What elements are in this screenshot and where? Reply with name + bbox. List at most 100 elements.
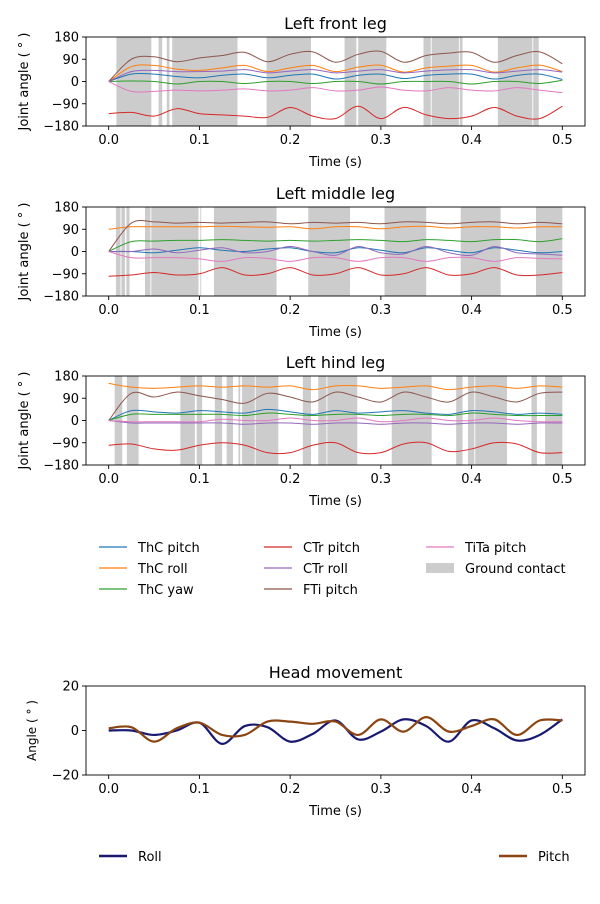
x-tick-label: 0.1 xyxy=(189,303,210,318)
y-tick-label: 0 xyxy=(71,414,79,429)
series-line-ctr-pitch xyxy=(108,267,563,277)
series-line-tita-pitch xyxy=(108,81,563,94)
series-line-thc-pitch xyxy=(108,408,563,421)
legend-swatch xyxy=(426,563,454,573)
y-tick-label: −90 xyxy=(52,436,79,451)
x-tick-label: 0.0 xyxy=(98,782,119,797)
x-axis-label: Time (s) xyxy=(308,325,362,340)
series-line-fti-pitch xyxy=(108,50,563,82)
series-line-roll xyxy=(108,718,563,745)
x-tick-label: 0.4 xyxy=(461,472,482,487)
y-tick-label: 90 xyxy=(62,392,79,407)
ground-contact-span xyxy=(226,376,233,465)
legend-label: CTr roll xyxy=(303,562,348,577)
ground-contact-span xyxy=(126,376,139,465)
ground-contact-span xyxy=(214,376,223,465)
legend-label: FTi pitch xyxy=(303,583,358,598)
legend-label: TiTa pitch xyxy=(464,541,526,556)
y-axis-label: Angle ( ° ) xyxy=(25,700,39,761)
ground-contact-span xyxy=(196,376,203,465)
series-line-thc-yaw xyxy=(108,238,563,252)
legend-item: ThC yaw xyxy=(99,583,194,598)
legend-item: ThC pitch xyxy=(99,541,200,556)
legend-label: Roll xyxy=(138,850,162,865)
y-tick-label: −90 xyxy=(52,97,79,112)
x-tick-label: 0.1 xyxy=(189,472,210,487)
x-tick-label: 0.5 xyxy=(552,782,573,797)
x-axis-label: Time (s) xyxy=(308,155,362,170)
ground-contact-span xyxy=(391,376,432,465)
x-tick-label: 0.5 xyxy=(552,303,573,318)
y-tick-label: 0 xyxy=(71,245,79,260)
y-tick-label: 20 xyxy=(62,680,79,695)
x-tick-label: 0.2 xyxy=(280,782,301,797)
series-line-fti-pitch xyxy=(108,220,563,252)
series-line-tita-pitch xyxy=(108,417,563,423)
legend-item: FTi pitch xyxy=(264,583,358,598)
ground-contact-span xyxy=(459,37,463,126)
series-line-thc-roll xyxy=(108,225,563,230)
x-axis-label: Time (s) xyxy=(308,494,362,509)
x-tick-label: 0.0 xyxy=(98,133,119,148)
y-tick-label: −20 xyxy=(52,769,79,784)
legend-item: Pitch xyxy=(499,850,570,865)
series-line-ctr-roll xyxy=(108,420,563,425)
head-movement-chart: 0.0 0.1 0.2 0.3 0.4 0.5 20 0 −20 Head movement Tim… xyxy=(25,663,586,819)
x-tick-label: 0.4 xyxy=(461,303,482,318)
x-tick-label: 0.4 xyxy=(461,133,482,148)
x-tick-label: 0.1 xyxy=(189,782,210,797)
left-middle-leg-chart: 0.0 0.1 0.2 0.3 0.4 0.5 180 90 0 −90 −180 Left midd… xyxy=(17,184,586,340)
ground-contact-span xyxy=(144,207,151,296)
ground-contact-span xyxy=(533,37,539,126)
ground-contact-span xyxy=(531,376,537,465)
legend-item: CTr pitch xyxy=(264,541,360,556)
ground-contact-span xyxy=(545,376,563,465)
legend-item: TiTa pitch xyxy=(426,541,526,556)
y-tick-label: −90 xyxy=(52,267,79,282)
y-tick-label: −180 xyxy=(43,120,79,135)
series-line-thc-roll xyxy=(108,382,563,391)
y-axis-label: Joint angle ( ° ) xyxy=(17,372,32,471)
y-tick-label: 0 xyxy=(71,75,79,90)
ground-contact-span xyxy=(166,37,170,126)
series-line-ctr-pitch xyxy=(108,441,563,455)
series-line-thc-pitch xyxy=(108,72,563,82)
chart-title: Head movement xyxy=(269,663,402,682)
y-tick-label: −180 xyxy=(43,290,79,305)
ground-contact-span xyxy=(114,376,123,465)
x-tick-label: 0.4 xyxy=(461,782,482,797)
series-line-ctr-roll xyxy=(108,68,563,82)
x-tick-label: 0.0 xyxy=(98,303,119,318)
x-tick-label: 0.3 xyxy=(371,303,392,318)
ground-contact-span xyxy=(200,207,202,296)
legend-item: ThC roll xyxy=(99,562,188,577)
left-front-leg-chart: 0.0 0.1 0.2 0.3 0.4 0.5 180 90 0 −90 −180 Left fron… xyxy=(17,14,586,170)
ground-contact-span xyxy=(180,376,195,465)
y-axis-label: Joint angle ( ° ) xyxy=(17,33,32,132)
x-axis-label: Time (s) xyxy=(308,804,362,819)
x-tick-label: 0.2 xyxy=(280,303,301,318)
x-tick-label: 0.3 xyxy=(371,472,392,487)
series-line-tita-pitch xyxy=(108,251,563,262)
series-line-thc-roll xyxy=(108,64,563,82)
x-tick-label: 0.2 xyxy=(280,133,301,148)
chart-title: Left front leg xyxy=(284,14,387,33)
legend-label: Ground contact xyxy=(465,562,566,577)
x-tick-label: 0.3 xyxy=(371,782,392,797)
chart-title: Left hind leg xyxy=(286,353,386,372)
ground-contact-span xyxy=(475,376,507,465)
x-tick-label: 0.1 xyxy=(189,133,210,148)
series-line-pitch xyxy=(108,716,563,743)
series-line-thc-yaw xyxy=(108,412,563,421)
legend-item: Ground contact xyxy=(426,562,566,577)
x-tick-label: 0.2 xyxy=(280,472,301,487)
legend-item: CTr roll xyxy=(264,562,348,577)
y-tick-label: 0 xyxy=(71,724,79,739)
y-tick-label: 90 xyxy=(62,53,79,68)
legend-label: ThC pitch xyxy=(137,541,200,556)
chart-title: Left middle leg xyxy=(276,184,395,203)
legend-item: Roll xyxy=(99,850,162,865)
left-hind-leg-chart: 0.0 0.1 0.2 0.3 0.4 0.5 180 90 0 −90 −180 Left hind… xyxy=(17,353,586,509)
legend-legs: ThC pitch ThC roll ThC yaw CTr pitch CTr rol… xyxy=(99,541,566,598)
